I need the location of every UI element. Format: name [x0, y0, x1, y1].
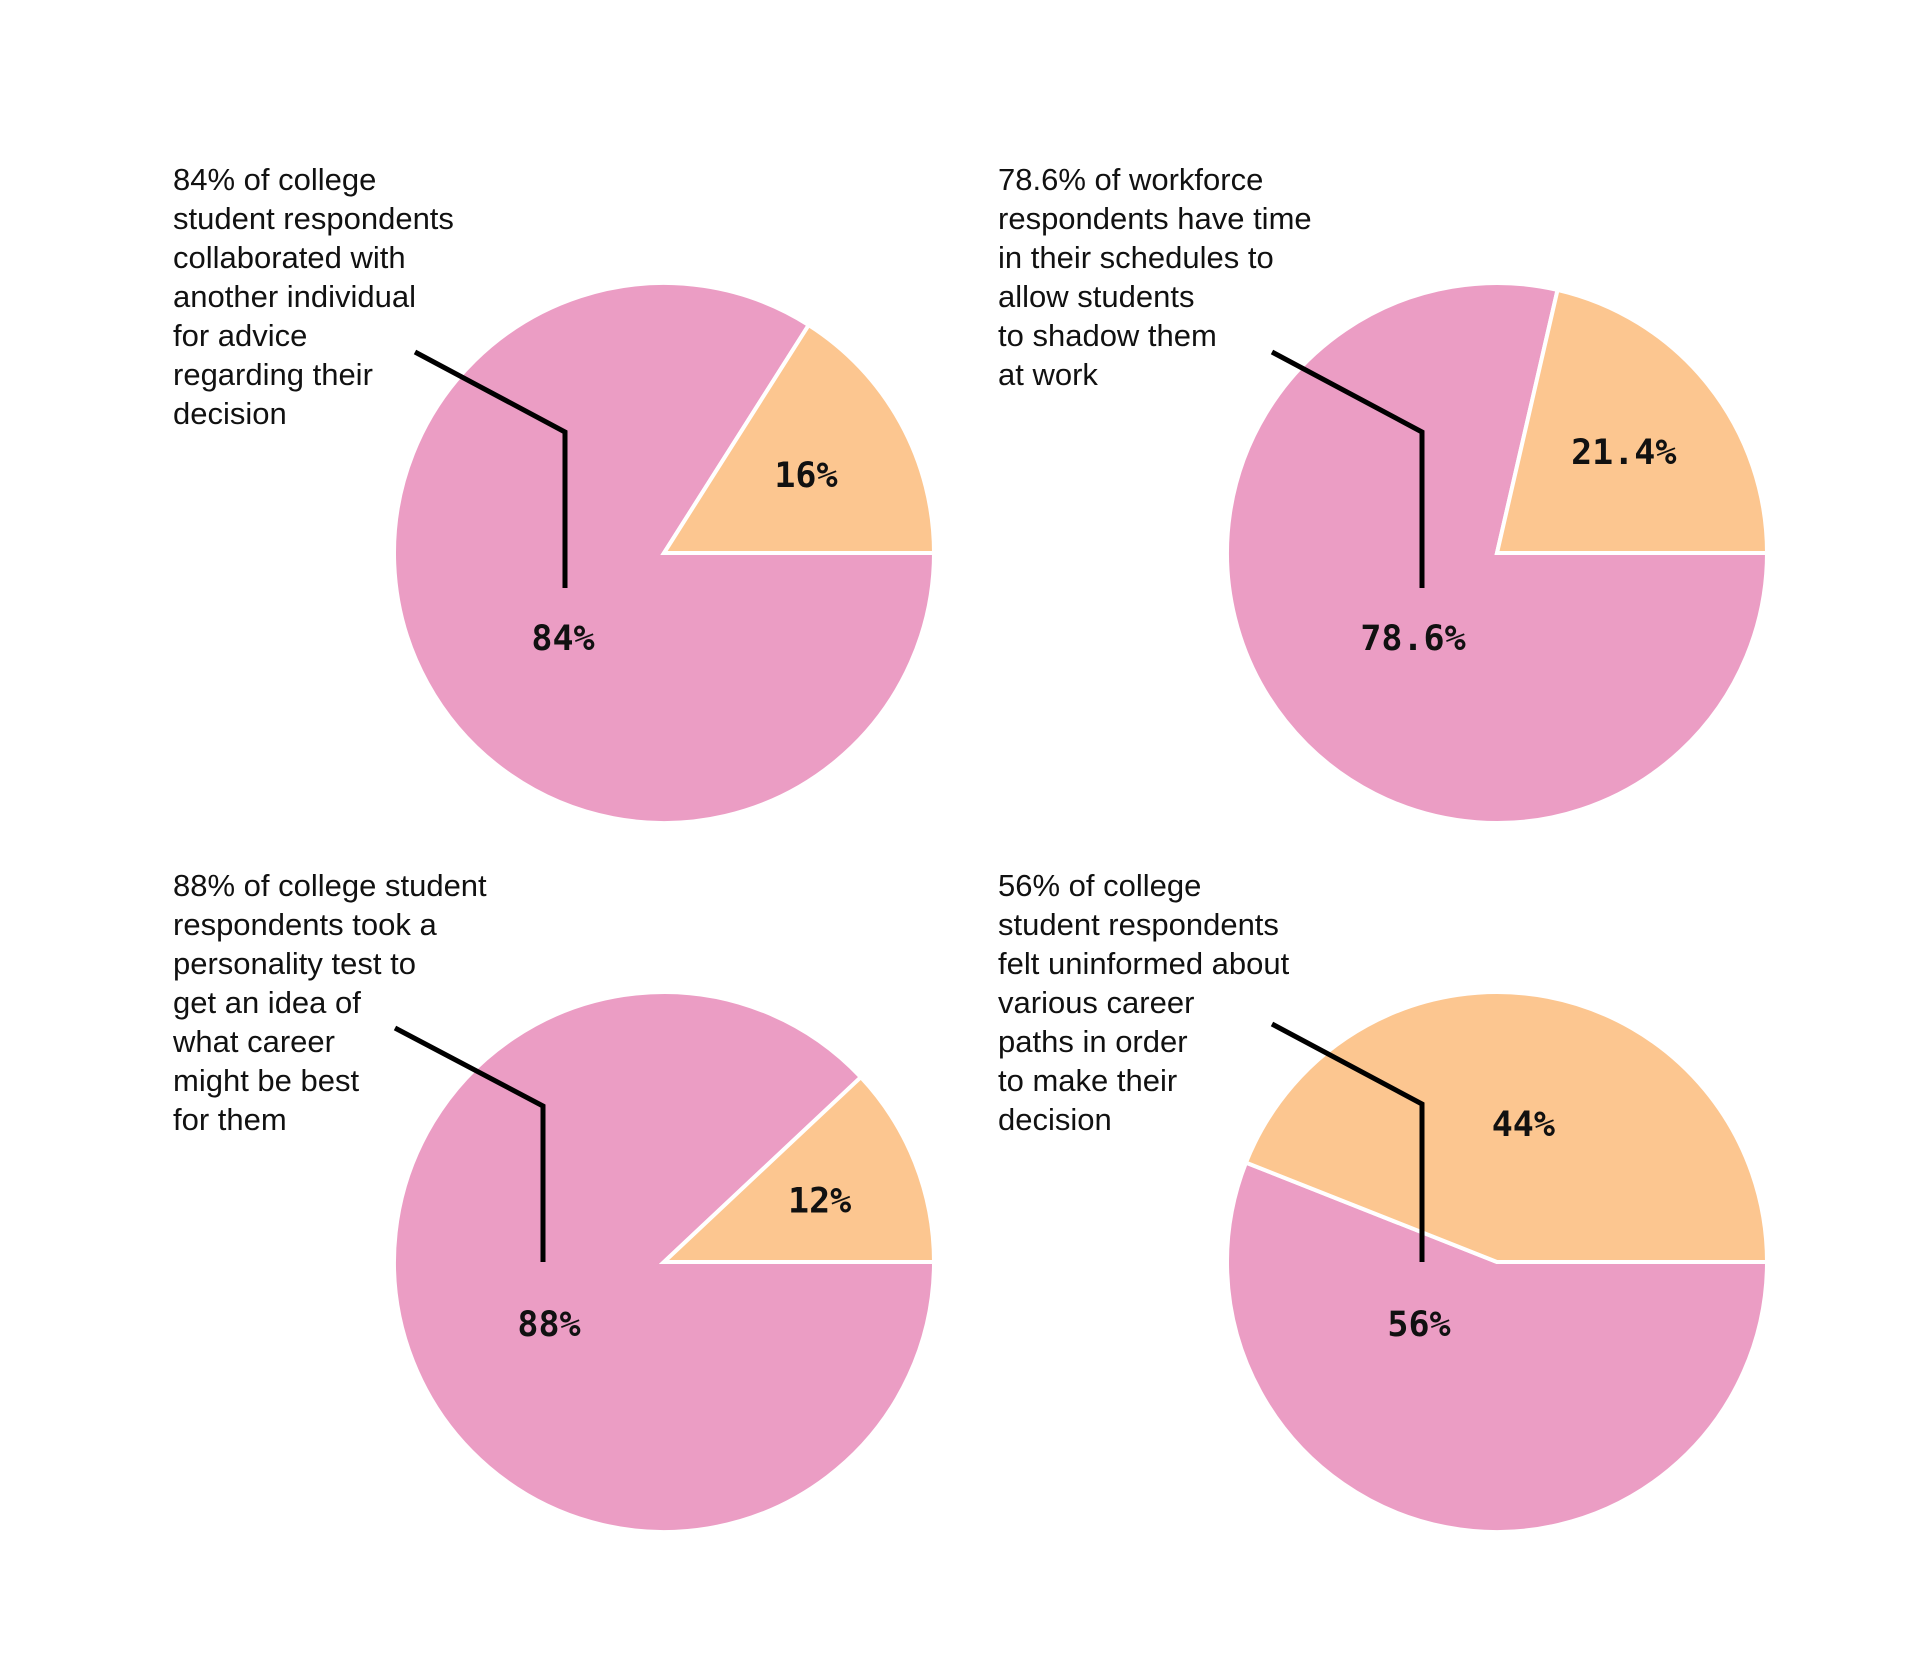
pie-slice-major [392, 990, 937, 1534]
pie-slice-major [392, 281, 937, 825]
pie-chart-2: 21.4% 78.6% 78.6% of workforce respondents … [998, 162, 1770, 825]
caption-line: 78.6% of workforce [998, 162, 1263, 197]
caption-line: 88% of college student [173, 868, 487, 903]
pie-chart-4: 44% 56% 56% of college student respondents f… [998, 868, 1770, 1534]
caption-line: personality test to [173, 946, 416, 981]
pie-label-major: 88% [517, 1305, 580, 1345]
pie-label-major: 56% [1387, 1305, 1450, 1345]
caption-leader-line [1270, 1021, 1425, 1262]
caption-line: respondents took a [173, 907, 437, 942]
pie-label-major: 84% [531, 619, 594, 659]
caption-line: allow students [998, 279, 1194, 314]
caption-line: student respondents [173, 201, 454, 236]
pie-label-minor: 44% [1492, 1105, 1555, 1145]
pie-chart-3: 12% 88% 88% of college student respondents … [172, 868, 937, 1534]
caption-line: 56% of college [998, 868, 1201, 903]
caption-line: collaborated with [173, 240, 406, 275]
caption-line: another individual [173, 279, 416, 314]
caption-line: to shadow them [998, 318, 1217, 353]
caption-line: paths in order [998, 1024, 1188, 1059]
caption-leader-line [413, 349, 568, 588]
chart-caption: 56% of college student respondents felt un… [998, 868, 1290, 1137]
pie-slice-minor [660, 322, 937, 555]
caption-line: what career [172, 1024, 335, 1059]
caption-line: at work [998, 357, 1098, 392]
caption-line: in their schedules to [998, 240, 1274, 275]
caption-line: decision [998, 1102, 1112, 1137]
pie-label-major: 78.6% [1360, 619, 1465, 659]
pie-label-minor: 21.4% [1571, 433, 1676, 473]
caption-line: for advice [173, 318, 307, 353]
caption-line: might be best [173, 1063, 359, 1098]
chart-caption: 84% of college student respondents collabo… [173, 162, 454, 431]
pie-label-minor: 16% [774, 456, 837, 496]
pie-label-minor: 12% [788, 1181, 851, 1221]
chart-caption: 78.6% of workforce respondents have time i… [998, 162, 1312, 392]
caption-line: regarding their [173, 357, 373, 392]
pie-slice-minor [1494, 287, 1770, 555]
caption-leader-line [393, 1025, 546, 1262]
caption-line: for them [173, 1102, 287, 1137]
caption-leader-line [1270, 349, 1425, 588]
caption-line: respondents have time [998, 201, 1312, 236]
caption-line: to make their [998, 1063, 1177, 1098]
caption-line: get an idea of [173, 985, 361, 1020]
caption-line: felt uninformed about [998, 946, 1290, 981]
caption-line: various career [998, 985, 1194, 1020]
chart-caption: 88% of college student respondents took a… [172, 868, 487, 1137]
caption-line: decision [173, 396, 287, 431]
caption-line: student respondents [998, 907, 1279, 942]
pie-slice-minor [1243, 990, 1770, 1264]
pie-slice-major [1225, 1160, 1770, 1534]
caption-line: 84% of college [173, 162, 376, 197]
pie-chart-1: 16% 84% 84% of college student respondents c… [173, 162, 937, 825]
pie-slice-minor [658, 1074, 937, 1264]
